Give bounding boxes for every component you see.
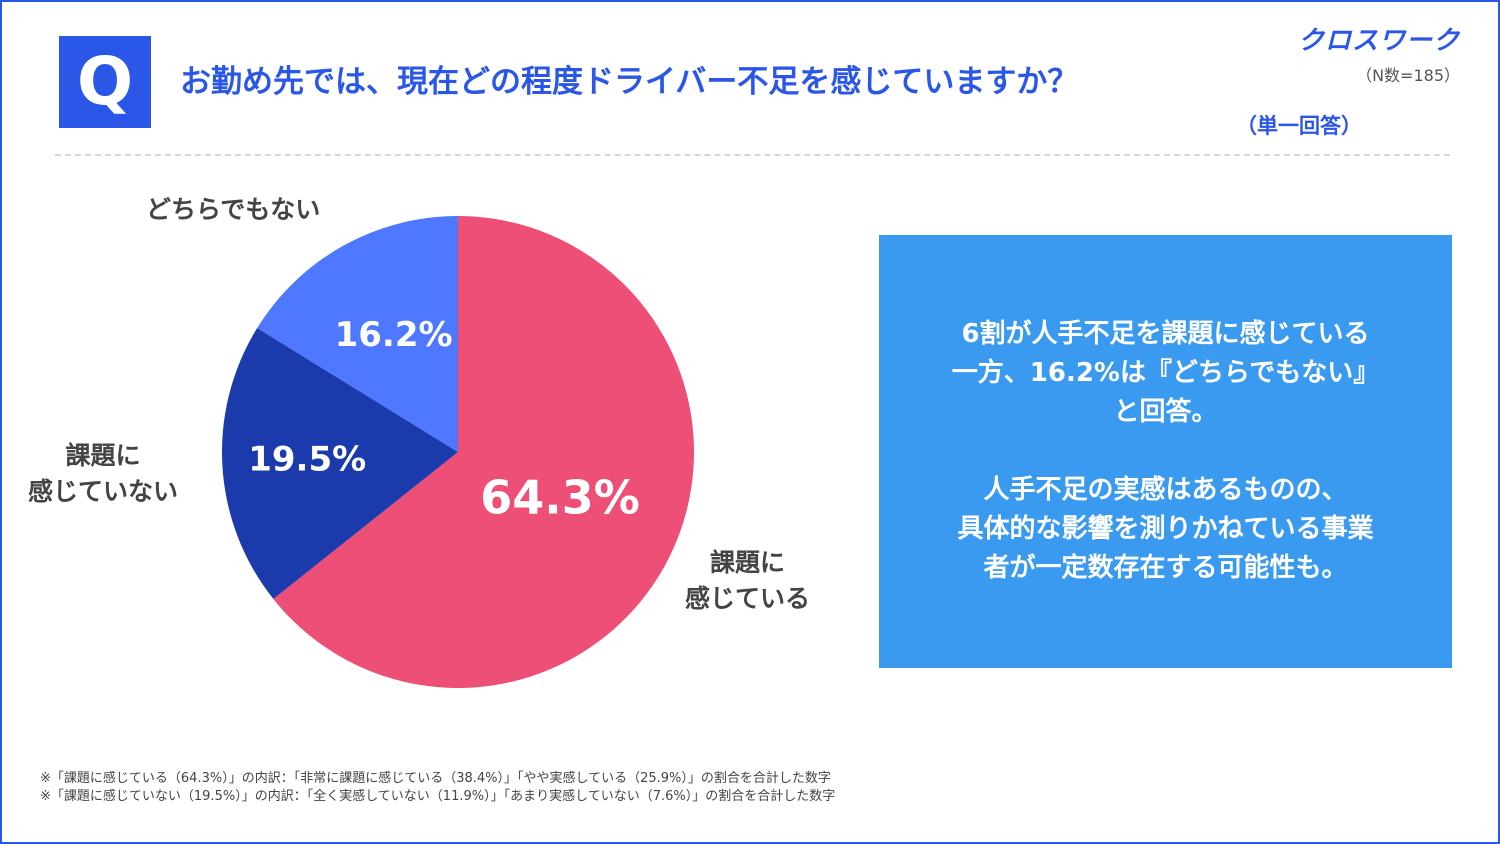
pie-slice bbox=[273, 216, 695, 688]
callout-line: 人手不足の実感はあるものの、 bbox=[983, 475, 1348, 505]
answer-type: （単一回答） bbox=[1236, 114, 1362, 138]
label-concerned: 課題に 感じている bbox=[684, 548, 810, 613]
summary-callout: 6割が人手不足を課題に感じている 一方、16.2%は『どちらでもない』 と回答。… bbox=[879, 235, 1452, 668]
question-badge: Q bbox=[59, 36, 151, 128]
callout-line: 一方、16.2%は『どちらでもない』 bbox=[951, 358, 1380, 388]
callout-line: 者が一定数存在する可能性も。 bbox=[983, 553, 1348, 583]
pie-slice bbox=[221, 328, 458, 599]
callout-line: 6割が人手不足を課題に感じている bbox=[961, 319, 1370, 349]
sample-size: （N数=185） bbox=[1356, 66, 1460, 85]
footnotes: ※「課題に感じている（64.3%）」の内訳：「非常に課題に感じている（38.4%… bbox=[40, 770, 835, 806]
label-neutral: どちらでもない bbox=[146, 195, 321, 224]
slice-value-label: 64.3% bbox=[480, 471, 640, 525]
pie-value-labels: 64.3% 19.5% 16.2% bbox=[248, 315, 640, 525]
question-title: お勤め先では、現在どの程度ドライバー不足を感じていますか？ bbox=[180, 64, 1079, 100]
pie-chart: 64.3% 19.5% 16.2% bbox=[221, 216, 695, 688]
slice-value-label: 16.2% bbox=[335, 315, 453, 355]
header-divider bbox=[55, 154, 1450, 156]
brand-logo: クロスワーク bbox=[1297, 26, 1460, 56]
footnote: ※「課題に感じていない（19.5%）」の内訳：「全く実感していない（11.9%）… bbox=[40, 789, 836, 804]
footnote: ※「課題に感じている（64.3%）」の内訳：「非常に課題に感じている（38.4%… bbox=[40, 771, 831, 786]
slice-value-label: 19.5% bbox=[248, 440, 366, 480]
label-not-concerned: 課題に 感じていない bbox=[27, 441, 178, 506]
callout-line: と回答。 bbox=[1113, 397, 1218, 427]
pie-slices bbox=[221, 216, 695, 688]
pie-slice bbox=[257, 216, 458, 452]
callout-line: 具体的な影響を測りかねている事業 bbox=[957, 514, 1374, 544]
